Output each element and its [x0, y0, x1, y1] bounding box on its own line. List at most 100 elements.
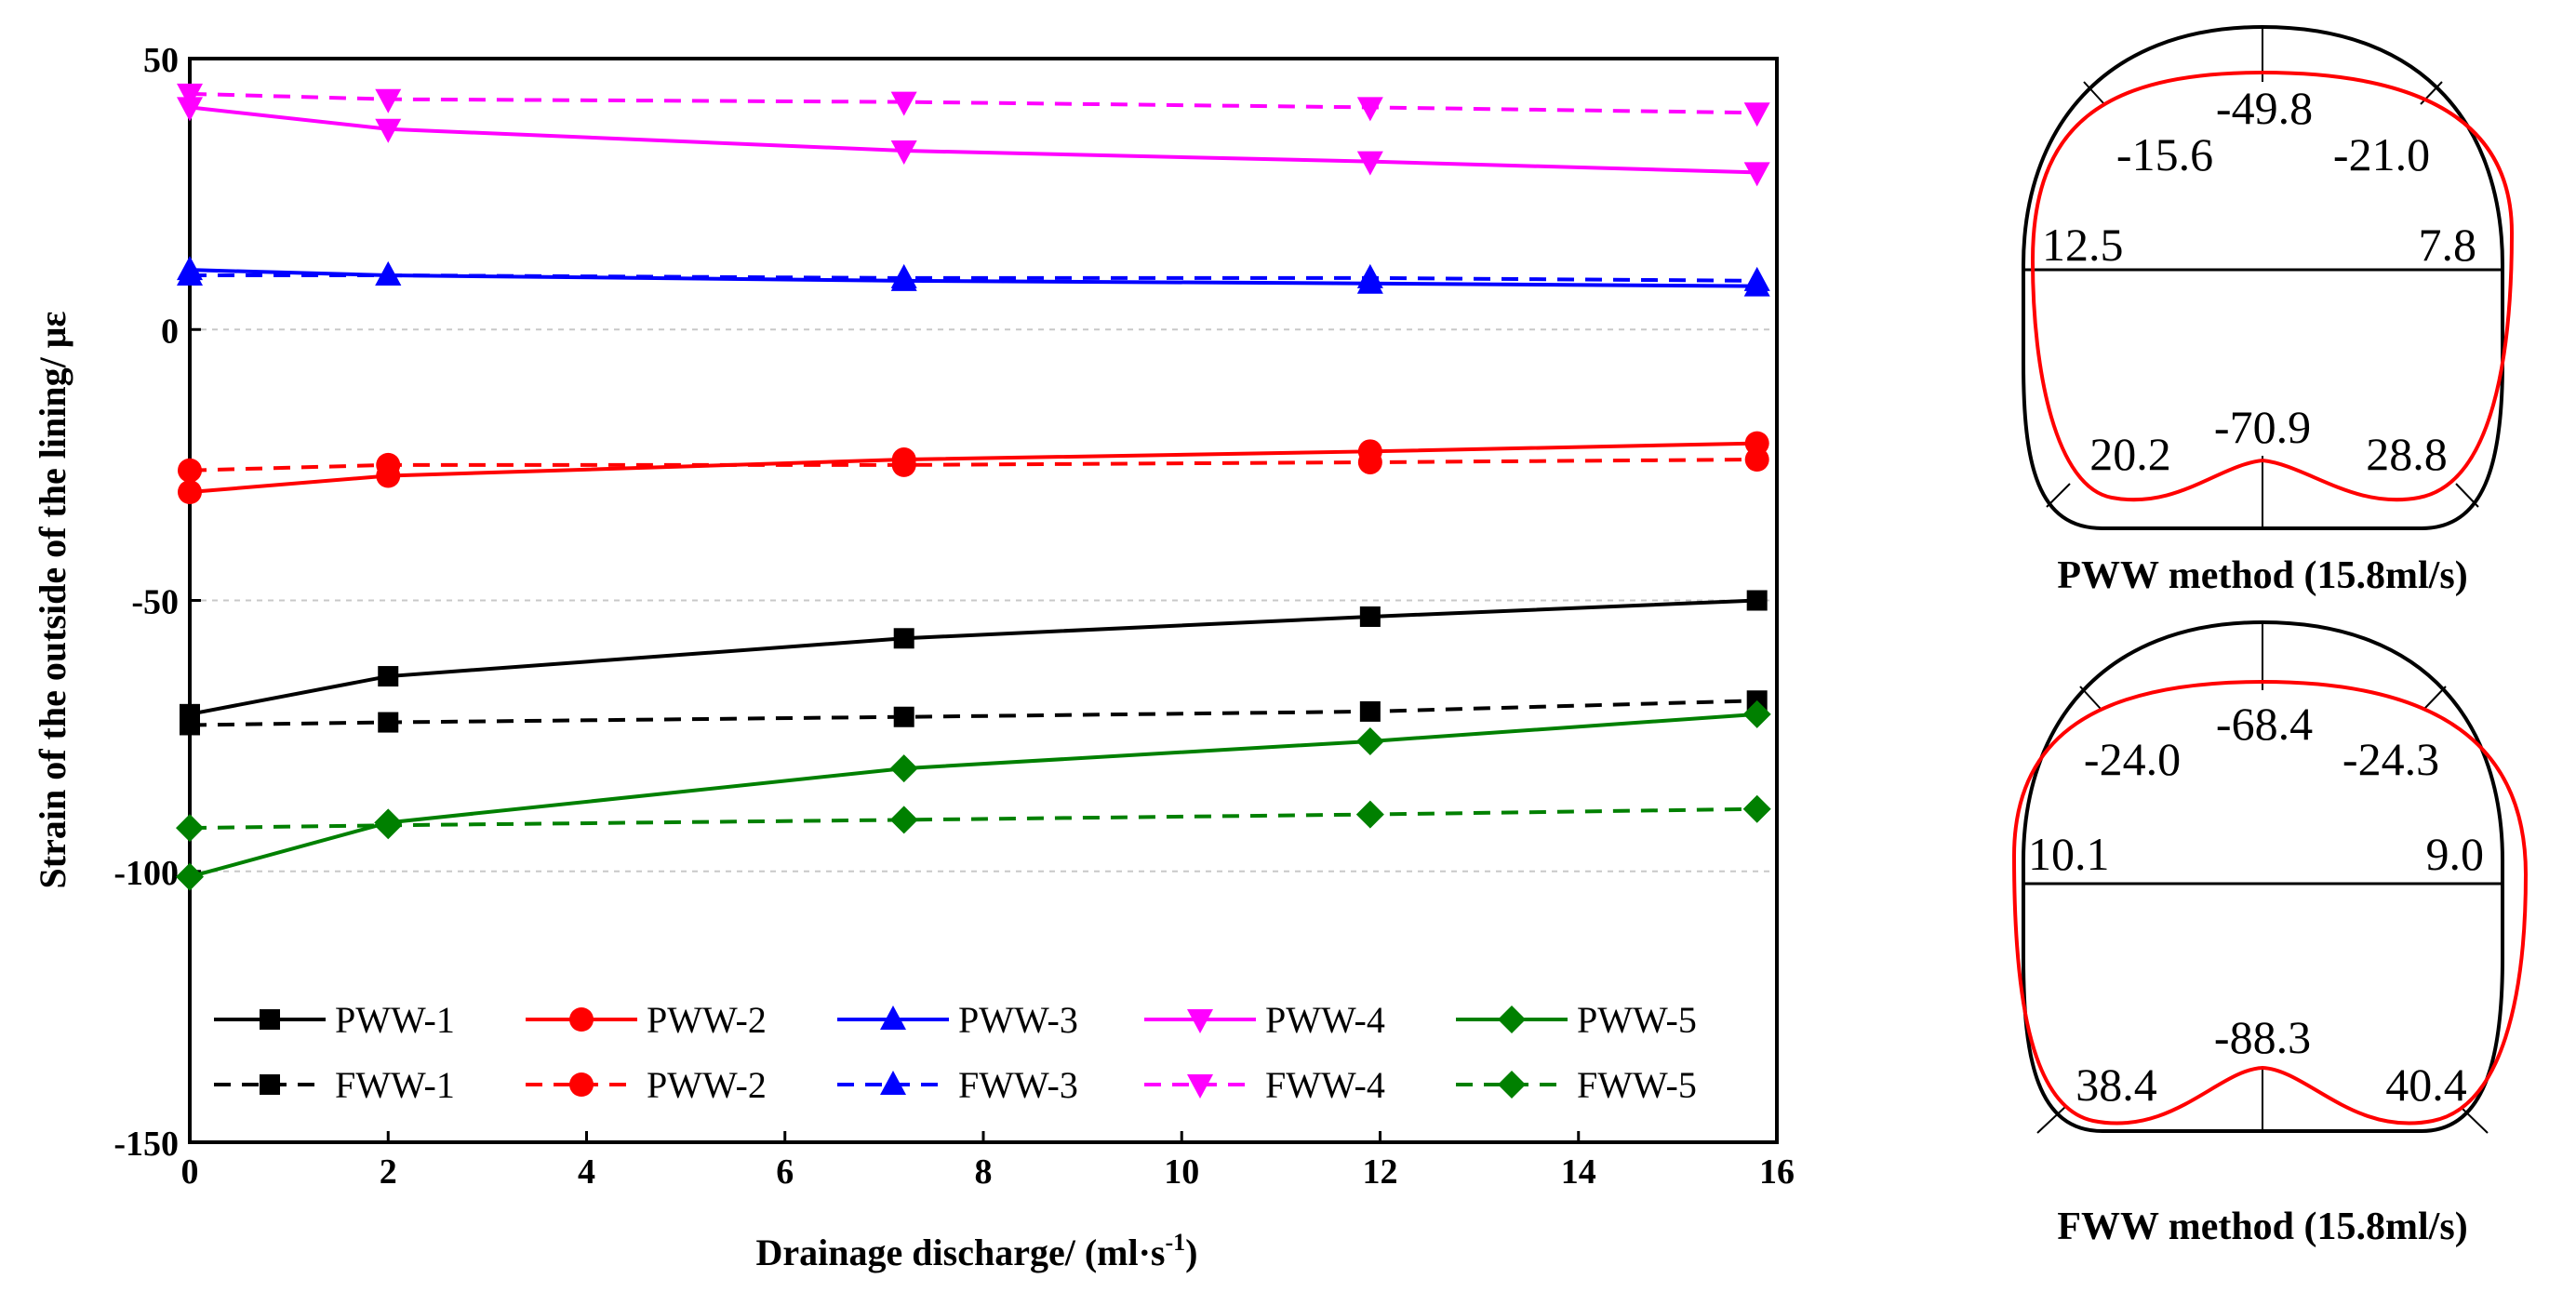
lower-left-strain-value: 20.2 — [2089, 428, 2171, 480]
legend-item: PWW-5 — [1456, 999, 1697, 1041]
legend-label: FWW-4 — [1265, 1064, 1385, 1106]
legend-label: PWW-4 — [1265, 999, 1385, 1041]
pww-tunnel-diagram: -49.8 -15.6 -21.0 12.5 7.8 -70.9 20.2 28… — [2022, 24, 2515, 597]
legend: PWW-1 PWW-2 PWW-3 PWW-4 PWW-5 FWW-1 PWW-2 FWW-3… — [214, 999, 1697, 1106]
data-point — [378, 712, 399, 733]
strain-distribution-curve — [2030, 70, 2515, 502]
lower-right-radial-line — [2455, 483, 2479, 508]
grid-lines — [190, 328, 1777, 872]
x-axis-title: Drainage discharge/ (ml·s-1) — [756, 1229, 1198, 1273]
upper-left-strain-value: -24.0 — [2084, 733, 2181, 785]
series-pww-5-solid — [176, 699, 1771, 891]
data-point — [378, 666, 399, 687]
data-point — [1355, 800, 1384, 829]
data-point — [177, 83, 203, 108]
data-point — [260, 1009, 280, 1030]
lower-left-radial-line — [2046, 483, 2071, 508]
data-point — [1742, 794, 1771, 823]
series-line — [189, 712, 1757, 879]
data-point — [1498, 1006, 1526, 1033]
legend-label: FWW-1 — [335, 1064, 455, 1106]
invert-strain-value: -88.3 — [2214, 1011, 2311, 1063]
data-point — [880, 1006, 906, 1030]
data-point — [889, 806, 918, 834]
mid-right-strain-value: 9.0 — [2426, 828, 2485, 880]
x-tick-label: 0 — [181, 1152, 199, 1192]
mid-right-strain-value: 7.8 — [2419, 219, 2477, 271]
data-point — [889, 754, 918, 783]
series-pww-1-solid — [180, 590, 1768, 725]
data-point — [1356, 97, 1383, 122]
data-point — [1187, 1074, 1213, 1099]
data-point — [1742, 699, 1771, 728]
legend-item: FWW-1 — [214, 1064, 455, 1106]
mid-left-strain-value: 12.5 — [2042, 219, 2124, 271]
data-point — [1744, 431, 1769, 456]
series-line — [189, 699, 1757, 727]
data-point — [1356, 151, 1383, 176]
data-point — [178, 480, 202, 504]
data-point — [1359, 700, 1381, 722]
series-pww-4-solid — [177, 97, 1770, 187]
series-line — [189, 458, 1757, 473]
pww-diagram-caption: PWW method (15.8ml/s) — [2057, 554, 2467, 597]
y-tick-label: -50 — [131, 583, 179, 622]
upper-left-strain-value: -15.6 — [2116, 128, 2213, 180]
legend-label: FWW-5 — [1577, 1064, 1697, 1106]
series-layer — [176, 83, 1771, 891]
y-tick-label: 0 — [161, 312, 179, 351]
upper-right-strain-value: -24.3 — [2342, 733, 2439, 785]
crown-strain-value: -49.8 — [2216, 82, 2313, 134]
lower-right-strain-value: 28.8 — [2366, 428, 2448, 480]
legend-label: PWW-2 — [647, 999, 767, 1041]
y-tick-label: -150 — [113, 1125, 179, 1164]
data-point — [890, 266, 917, 291]
lower-right-radial-line — [2460, 1106, 2489, 1134]
invert-strain-value: -70.9 — [2214, 401, 2311, 453]
data-point — [375, 261, 402, 286]
y-tick-label: -100 — [113, 854, 179, 893]
data-point — [890, 91, 917, 116]
legend-item: FWW-3 — [837, 1064, 1078, 1106]
data-point — [1356, 269, 1383, 294]
crown-strain-value: -68.4 — [2216, 698, 2313, 750]
line-chart: 0 2 4 6 8 10 12 14 16 50 0 -50 -100 -150 Strain of th… — [32, 41, 1795, 1273]
x-tick-label: 4 — [578, 1152, 595, 1192]
data-point — [569, 1072, 594, 1097]
data-point — [178, 458, 202, 483]
legend-item: PWW-1 — [214, 999, 455, 1041]
fww-diagram-caption: FWW method (15.8ml/s) — [2057, 1205, 2467, 1248]
legend-item: FWW-5 — [1456, 1064, 1697, 1106]
y-axis-title: Strain of the outside of the lining/ με — [32, 312, 73, 889]
series-pww-2-dashed — [178, 447, 1769, 483]
x-tick-label: 6 — [776, 1152, 794, 1192]
data-point — [893, 628, 914, 649]
data-point — [1355, 726, 1384, 755]
legend-label: PWW-3 — [958, 999, 1078, 1041]
legend-label: PWW-1 — [335, 999, 455, 1041]
lower-left-strain-value: 38.4 — [2075, 1059, 2157, 1111]
series-line — [189, 105, 1757, 175]
data-point — [375, 88, 402, 113]
data-point — [260, 1074, 280, 1095]
data-point — [376, 463, 401, 488]
axis-ticks: 0 2 4 6 8 10 12 14 16 50 0 -50 -100 -150 — [113, 41, 1795, 1192]
data-point — [1357, 439, 1382, 464]
x-tick-label: 16 — [1759, 1152, 1795, 1192]
data-point — [374, 808, 403, 837]
series-line — [189, 91, 1757, 115]
data-point — [1187, 1009, 1213, 1033]
strain-distribution-curve — [2011, 679, 2529, 1126]
x-tick-label: 14 — [1561, 1152, 1596, 1192]
legend-item: PWW-2 — [526, 999, 767, 1041]
legend-item: FWW-4 — [1144, 1064, 1385, 1106]
series-pww-3-solid — [177, 256, 1770, 297]
data-point — [1743, 162, 1770, 187]
upper-right-strain-value: -21.0 — [2333, 128, 2430, 180]
data-point — [177, 97, 203, 122]
data-point — [569, 1007, 594, 1032]
mid-left-strain-value: 10.1 — [2028, 828, 2110, 880]
legend-item: PWW-2 — [526, 1064, 767, 1106]
series-fww-4-dashed — [177, 83, 1770, 127]
